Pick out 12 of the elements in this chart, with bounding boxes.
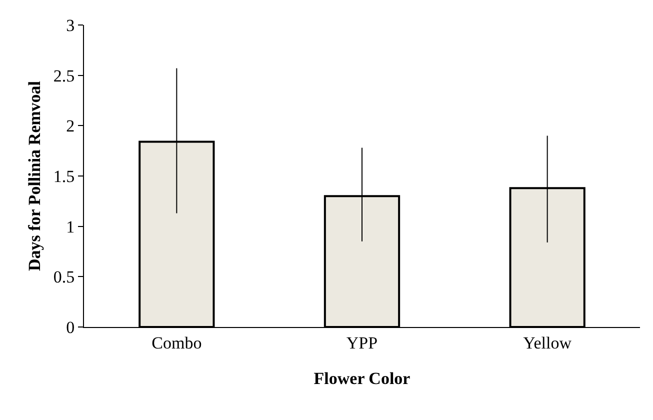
y-tick-label: 1.5 <box>53 166 75 186</box>
y-tick-label: 2.5 <box>53 66 75 86</box>
y-tick-label: 3 <box>66 16 75 35</box>
y-tick-label: 0 <box>66 318 75 337</box>
y-tick-label: 0.5 <box>53 268 75 287</box>
x-axis-title: Flower Color <box>314 368 411 388</box>
y-axis-title: Days for Pollinia Remvoal <box>25 80 44 271</box>
x-tick-label: Yellow <box>523 333 572 352</box>
y-tick-label: 1 <box>66 217 75 236</box>
x-tick-label: Combo <box>152 333 202 352</box>
y-tick-label: 2 <box>66 116 75 136</box>
x-tick-label: YPP <box>346 333 378 352</box>
